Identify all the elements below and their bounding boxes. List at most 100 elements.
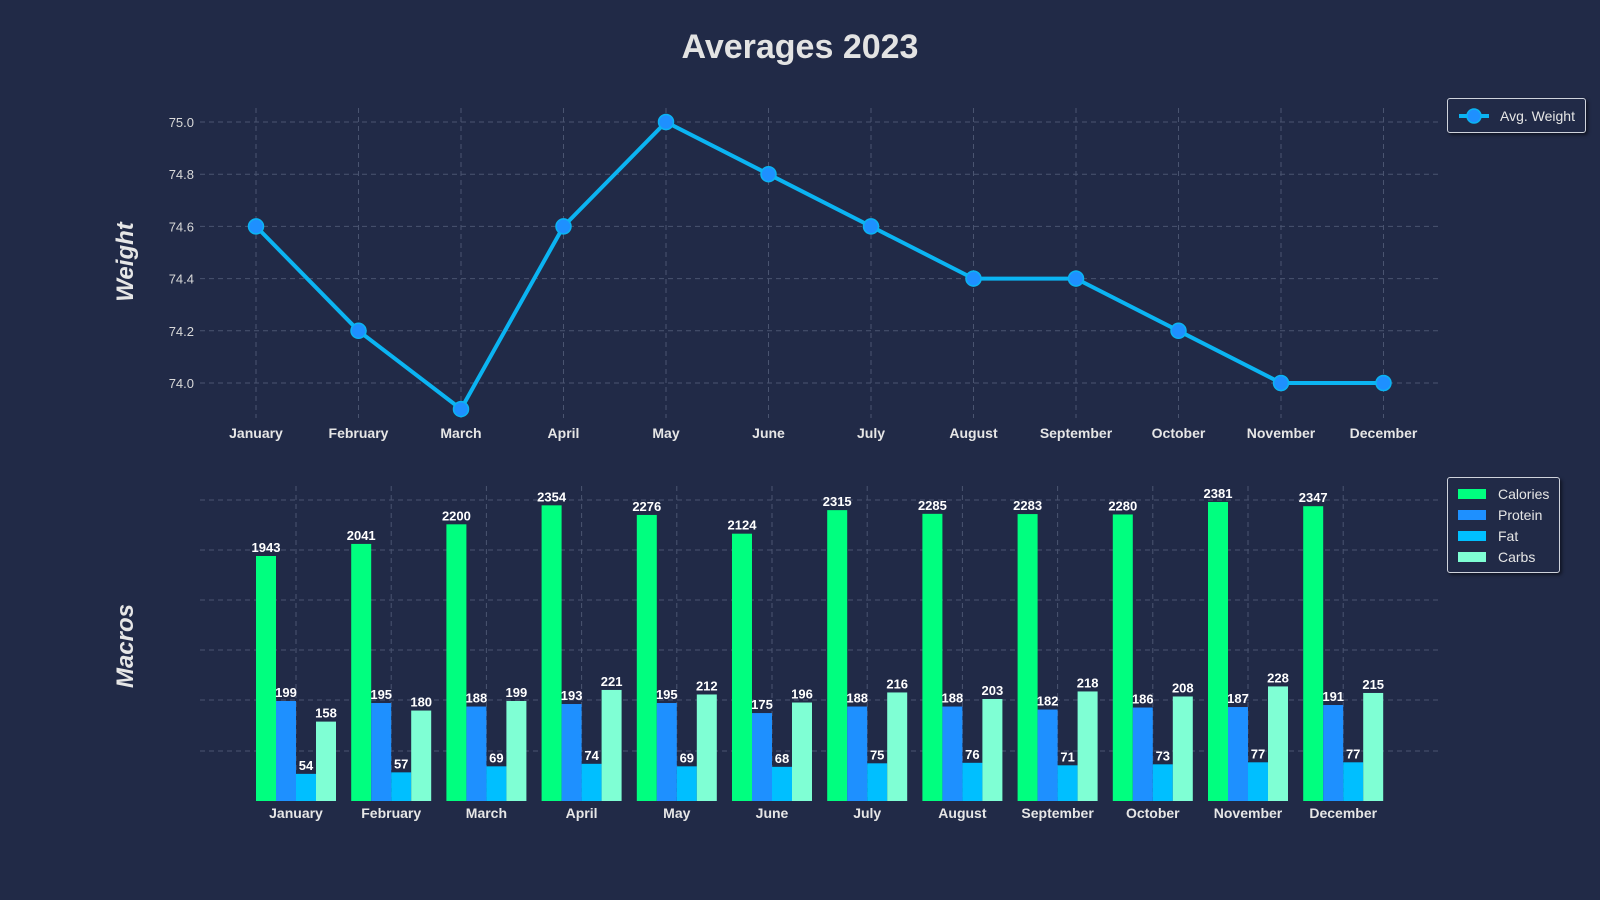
protein-bar [656,703,677,801]
y-tick-label: 74.8 [169,167,194,182]
bar-value-label: 2381 [1204,486,1233,501]
bar-value-label: 195 [370,687,392,702]
bar-value-label: 203 [982,683,1004,698]
bar-value-label: 2354 [537,489,567,504]
weight-grid [200,108,1440,418]
legend-item-calories: Calories [1448,483,1559,504]
bar-value-label: 228 [1267,670,1289,685]
calories-bar [1017,514,1038,801]
calories-bar [636,514,657,801]
weight-y-ticks: 74.0 74.2 74.4 74.6 74.8 75.0 [169,115,194,391]
x-tick-label: May [652,425,679,441]
legend-label: Protein [1498,506,1543,523]
fat-bar [1343,762,1364,801]
x-tick-label: June [752,425,785,441]
legend-item-carbs: Carbs [1448,546,1559,567]
carbs-bar [696,694,717,801]
x-tick-label: April [548,425,580,441]
bar-value-label: 76 [965,747,979,762]
calories-bar [732,533,752,801]
calories-bar [541,505,562,801]
bar-value-label: 212 [696,678,718,693]
weight-point [452,400,470,418]
bar-value-label: 69 [680,750,694,765]
x-tick-label: March [466,805,507,821]
bar-value-label: 193 [561,688,583,703]
fat-swatch [1458,530,1486,541]
x-tick-label: October [1126,805,1180,821]
protein-bar [1228,707,1248,801]
fat-bar [391,772,412,801]
bar-value-label: 74 [584,748,599,763]
bar-value-label: 77 [1251,746,1265,761]
bar-value-label: 2280 [1108,498,1137,513]
x-tick-label: November [1247,425,1316,441]
weight-point [555,218,572,235]
calories-bar [1303,506,1324,801]
carbs-swatch [1458,551,1486,562]
bar-value-label: 2347 [1299,490,1328,505]
x-tick-label: February [361,805,421,821]
x-tick-label: September [1040,425,1113,441]
fat-bar [676,766,697,801]
weight-point [760,165,777,183]
y-tick-label: 74.6 [169,219,194,234]
carbs-bar [887,692,908,801]
bar-value-label: 175 [751,697,773,712]
bar-value-label: 68 [775,751,789,766]
bar-value-label: 191 [1322,689,1344,704]
y-tick-label: 74.2 [169,324,194,339]
calories-swatch [1458,488,1486,499]
bar-value-label: 216 [886,676,908,691]
x-tick-label: November [1214,805,1283,821]
carbs-bar [982,698,1003,801]
bar-value-label: 158 [315,706,337,721]
x-tick-label: August [938,805,987,821]
bar-value-label: 188 [846,691,868,706]
bar-value-label: 54 [299,758,314,773]
calories-bar [256,556,276,801]
y-tick-label: 74.4 [169,272,194,287]
weight-point [247,218,265,235]
fat-bar [772,766,792,801]
bar-value-label: 57 [394,756,408,771]
carbs-bar [1268,686,1288,801]
protein-bar [371,703,392,801]
x-tick-label: June [756,805,789,821]
carbs-bar [506,701,527,801]
weight-line-series [247,113,1392,418]
bar-value-label: 182 [1037,694,1059,709]
y-tick-label: 74.0 [169,376,194,391]
y-tick-label: 75.0 [169,115,194,130]
bar-value-label: 180 [410,695,432,710]
protein-swatch [1458,509,1486,520]
bar-value-label: 218 [1077,675,1099,690]
chart-title: Averages 2023 [681,28,919,66]
bar-value-label: 75 [870,747,884,762]
calories-bar [922,513,943,801]
carbs-bar [1363,692,1384,801]
x-tick-label: October [1152,425,1206,441]
bar-value-label: 199 [275,685,297,700]
x-tick-label: September [1021,805,1094,821]
line-marker-icon [1459,107,1489,124]
carbs-bar [601,689,622,801]
weight-point [1272,374,1290,392]
fat-bar [962,762,983,801]
protein-bar [1037,709,1058,801]
bar-value-label: 2276 [632,499,661,514]
fat-bar [1152,764,1173,801]
bar-value-label: 69 [489,750,503,765]
bar-value-label: 195 [656,687,678,702]
weight-point [1170,322,1187,340]
weight-point [1067,270,1085,287]
fat-bar [1248,762,1268,801]
protein-bar [276,701,296,801]
calories-bar [827,510,848,801]
weight-point [862,218,880,235]
weight-line [254,120,1384,412]
carbs-bar [1077,691,1098,801]
bar-value-label: 208 [1172,680,1194,695]
x-tick-label: February [329,425,389,441]
